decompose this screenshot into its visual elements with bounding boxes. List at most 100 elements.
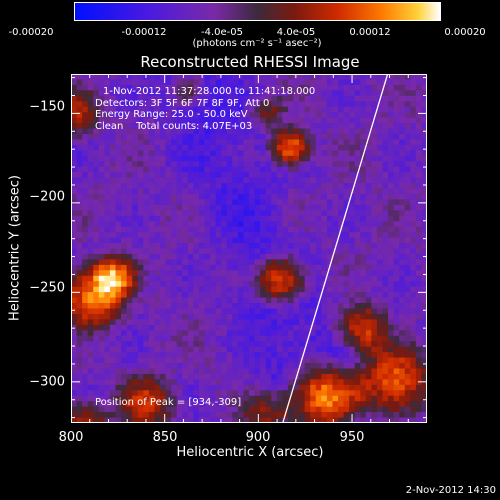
heatmap-cell [98, 226, 105, 233]
heatmap-cell [187, 74, 194, 80]
heatmap-cell [176, 139, 183, 146]
heatmap-cell [332, 139, 339, 146]
heatmap-cell [404, 253, 411, 260]
heatmap-cell [382, 166, 389, 173]
heatmap-cell [82, 133, 89, 140]
heatmap-cell [421, 243, 427, 249]
heatmap-cell [365, 84, 372, 91]
heatmap-cell [293, 341, 300, 348]
heatmap-cell [148, 74, 155, 80]
heatmap-cell [254, 303, 261, 309]
heatmap-cell [421, 248, 427, 255]
heatmap-cell [109, 373, 116, 380]
heatmap-cell [154, 90, 161, 97]
heatmap-cell [126, 117, 133, 124]
heatmap-cell [299, 101, 306, 108]
heatmap-cell [143, 281, 150, 288]
heatmap-cell [371, 384, 378, 391]
heatmap-cell [415, 308, 422, 315]
heatmap-cell [182, 275, 189, 282]
heatmap-cell [104, 215, 111, 222]
heatmap-cell [410, 112, 417, 119]
heatmap-cell [198, 324, 205, 331]
heatmap-cell [109, 95, 116, 102]
heatmap-cell [371, 221, 378, 228]
heatmap-cell [121, 215, 128, 222]
heatmap-cell [165, 395, 172, 402]
heatmap-cell [271, 232, 278, 238]
heatmap-cell [260, 384, 267, 391]
heatmap-cell [249, 139, 255, 146]
heatmap-cell [148, 133, 155, 140]
heatmap-cell [82, 346, 89, 353]
info-energy: Energy Range: 25.0 - 50.0 keV [95, 109, 248, 120]
heatmap-cell [226, 199, 233, 206]
heatmap-cell [109, 308, 116, 315]
heatmap-cell [226, 330, 233, 337]
heatmap-cell [232, 155, 239, 162]
heatmap-cell [376, 390, 383, 397]
heatmap-cell [282, 161, 289, 168]
heatmap-cell [382, 123, 389, 129]
heatmap-cell [109, 139, 116, 146]
heatmap-cell [260, 308, 267, 315]
heatmap-cell [226, 401, 233, 408]
heatmap-cell [187, 79, 194, 86]
heatmap-cell [193, 210, 200, 217]
heatmap-cell [393, 357, 400, 364]
heatmap-cell [371, 264, 378, 271]
heatmap-cell [376, 363, 383, 369]
heatmap-cell [371, 379, 378, 386]
heatmap-cell [154, 155, 161, 162]
heatmap-cell [410, 346, 417, 353]
heatmap-cell [415, 373, 422, 380]
heatmap-cell [182, 412, 189, 418]
heatmap-cell [237, 303, 244, 309]
heatmap-cell [393, 253, 400, 260]
heatmap-cell [115, 406, 122, 413]
heatmap-cell [299, 390, 306, 397]
heatmap-cell [187, 133, 194, 140]
heatmap-cell [154, 237, 161, 244]
heatmap-cell [148, 297, 155, 304]
heatmap-cell [299, 308, 306, 315]
heatmap-cell [343, 341, 350, 348]
heatmap-cell [376, 128, 383, 135]
heatmap-cell [193, 319, 200, 326]
heatmap-cell [215, 303, 222, 309]
heatmap-cell [421, 275, 427, 282]
heatmap-cell [249, 292, 255, 298]
heatmap-cell [226, 177, 233, 184]
heatmap-cell [176, 172, 183, 179]
heatmap-cell [210, 319, 217, 326]
heatmap-cell [399, 264, 406, 271]
heatmap-cell [287, 133, 294, 140]
heatmap-cell [98, 84, 105, 91]
heatmap-cell [171, 346, 178, 353]
heatmap-cell [71, 352, 77, 358]
heatmap-cell [93, 281, 100, 288]
heatmap-cell [371, 215, 378, 222]
heatmap-cell [399, 117, 406, 124]
heatmap-cell [115, 341, 122, 348]
heatmap-cell [338, 379, 344, 386]
heatmap-cell [315, 166, 322, 173]
heatmap-cell [210, 215, 217, 222]
heatmap-cell [254, 166, 261, 173]
heatmap-cell [221, 401, 228, 408]
heatmap-cell [415, 341, 422, 348]
heatmap-cell [310, 373, 317, 380]
heatmap-cell [165, 232, 172, 238]
heatmap-cell [243, 215, 250, 222]
heatmap-cell [204, 243, 211, 249]
heatmap-cell [215, 128, 222, 135]
heatmap-cell [126, 292, 133, 298]
heatmap-cell [93, 133, 100, 140]
heatmap-cell [109, 281, 116, 288]
heatmap-cell [276, 123, 283, 129]
heatmap-cell [182, 144, 189, 151]
heatmap-cell [198, 84, 205, 91]
heatmap-cell [415, 150, 422, 157]
heatmap-cell [126, 183, 133, 189]
heatmap-cell [115, 308, 122, 315]
